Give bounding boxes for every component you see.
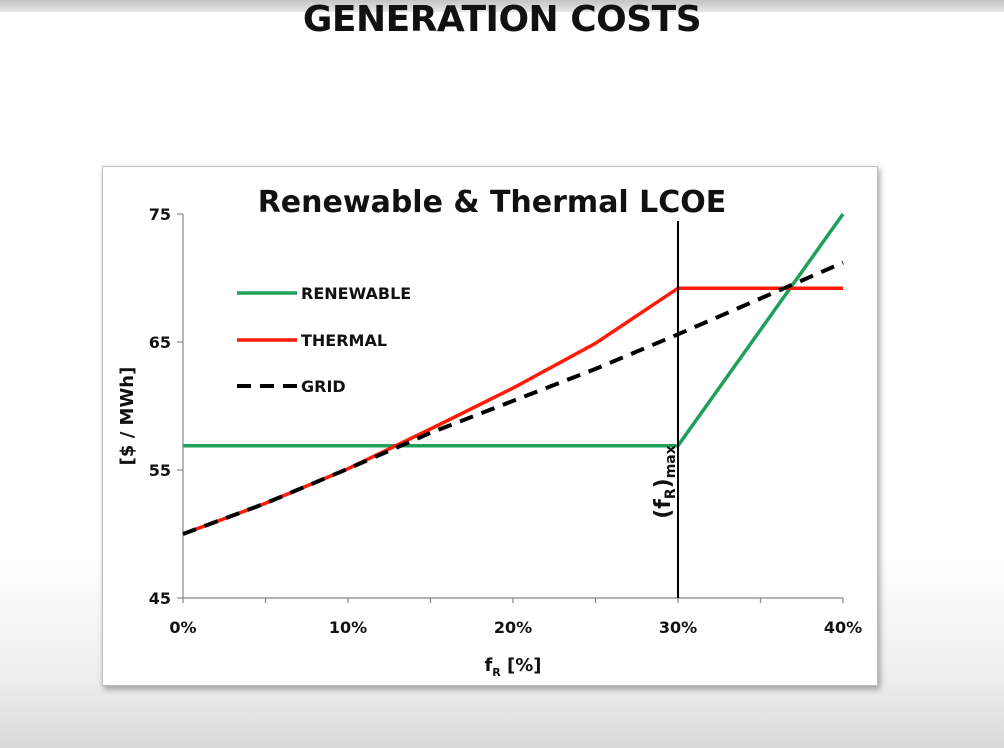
x-tick-label: 40% xyxy=(824,618,862,637)
y-tick-label: 75 xyxy=(149,205,171,224)
lcoe-chart: Renewable & Thermal LCOE 45 55 65 75 0% 10% 20… xyxy=(117,185,862,679)
x-tick-label: 30% xyxy=(659,618,697,637)
slide-title: GENERATION COSTS xyxy=(302,0,702,40)
series-line-renewable xyxy=(183,212,845,448)
legend-label-renewable: RENEWABLE xyxy=(301,284,411,303)
x-tick-label: 20% xyxy=(494,618,532,637)
y-axis-label: [$ / MWh] xyxy=(117,367,138,466)
chart-title: Renewable & Thermal LCOE xyxy=(258,185,727,220)
y-tick-label: 65 xyxy=(149,333,171,352)
x-axis-label: fR [%] xyxy=(484,655,541,679)
chart-frame: Renewable & Thermal LCOE 45 55 65 75 0% 10% 20… xyxy=(102,166,878,686)
y-tick-label: 55 xyxy=(149,461,171,480)
y-tick-label: 45 xyxy=(149,589,171,608)
fr-max-label: (fR)max xyxy=(651,445,679,519)
x-tick-label: 10% xyxy=(329,618,367,637)
x-tick-label: 0% xyxy=(169,618,196,637)
legend-label-thermal: THERMAL xyxy=(301,331,387,350)
top-bar xyxy=(0,0,1004,12)
legend-label-grid: GRID xyxy=(301,377,346,396)
series-line-grid xyxy=(182,260,844,536)
